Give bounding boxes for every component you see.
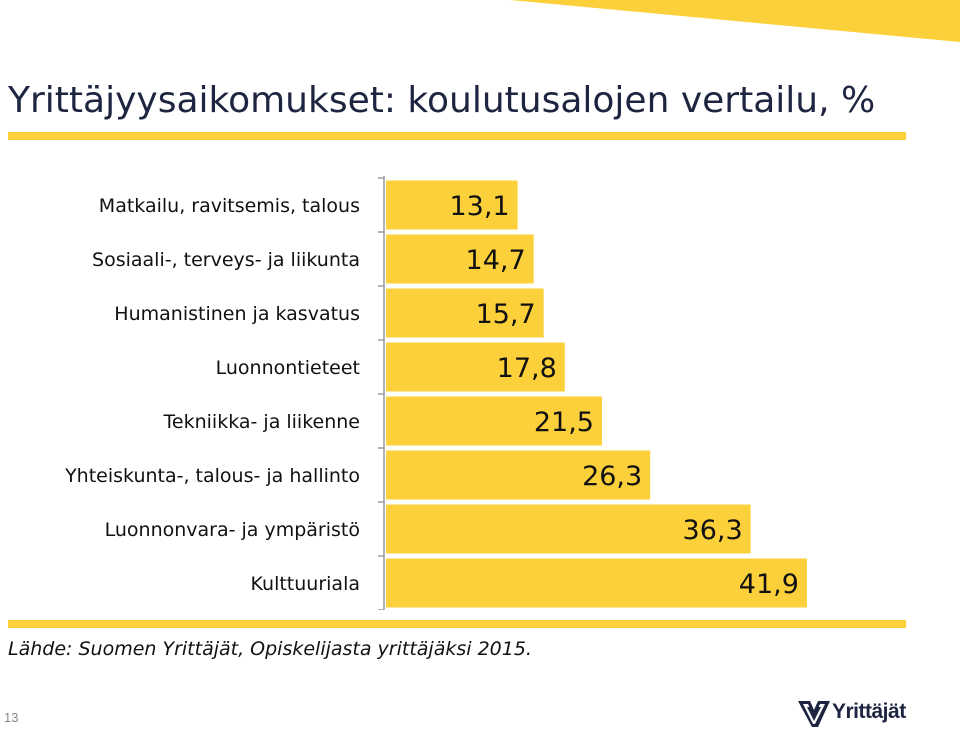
title-underline bbox=[8, 132, 906, 140]
category-label: Matkailu, ravitsemis, talous bbox=[99, 195, 360, 217]
source-note: Lähde: Suomen Yrittäjät, Opiskelijasta y… bbox=[8, 638, 532, 660]
category-label: Luonnontieteet bbox=[216, 357, 360, 379]
yrittajat-logo-icon bbox=[798, 701, 830, 727]
category-label: Yhteiskunta-, talous- ja hallinto bbox=[64, 465, 360, 487]
value-label: 36,3 bbox=[683, 515, 743, 546]
bar bbox=[386, 342, 565, 392]
bar bbox=[386, 234, 534, 284]
value-label: 41,9 bbox=[739, 569, 799, 600]
category-label: Tekniikka- ja liikenne bbox=[163, 411, 360, 433]
top-decoration-stripe bbox=[510, 0, 960, 42]
value-label: 13,1 bbox=[449, 191, 509, 222]
bar bbox=[386, 450, 651, 500]
category-label: Humanistinen ja kasvatus bbox=[114, 303, 360, 325]
yrittajat-logo: Yrittäjät bbox=[798, 697, 916, 729]
value-label: 21,5 bbox=[534, 407, 594, 438]
bar bbox=[386, 288, 544, 338]
value-label: 15,7 bbox=[476, 299, 536, 330]
logo-wordmark: Yrittäjät bbox=[832, 700, 906, 723]
bar bbox=[386, 558, 807, 608]
category-label: Luonnonvara- ja ympäristö bbox=[105, 519, 360, 541]
value-label: 17,8 bbox=[497, 353, 557, 384]
category-label: Kulttuuriala bbox=[251, 573, 360, 595]
value-label: 14,7 bbox=[466, 245, 526, 276]
bar bbox=[386, 180, 518, 230]
category-label: Sosiaali-, terveys- ja liikunta bbox=[92, 249, 360, 271]
slide-title: Yrittäjyysaikomukset: koulutusalojen ver… bbox=[8, 80, 876, 121]
bar-chart: Matkailu, ravitsemis, talous Sosiaali-, t… bbox=[64, 176, 807, 610]
value-label: 26,3 bbox=[582, 461, 642, 492]
source-rule bbox=[8, 620, 906, 628]
bar bbox=[386, 396, 602, 446]
page-number: 13 bbox=[4, 710, 19, 725]
bar bbox=[386, 504, 751, 554]
